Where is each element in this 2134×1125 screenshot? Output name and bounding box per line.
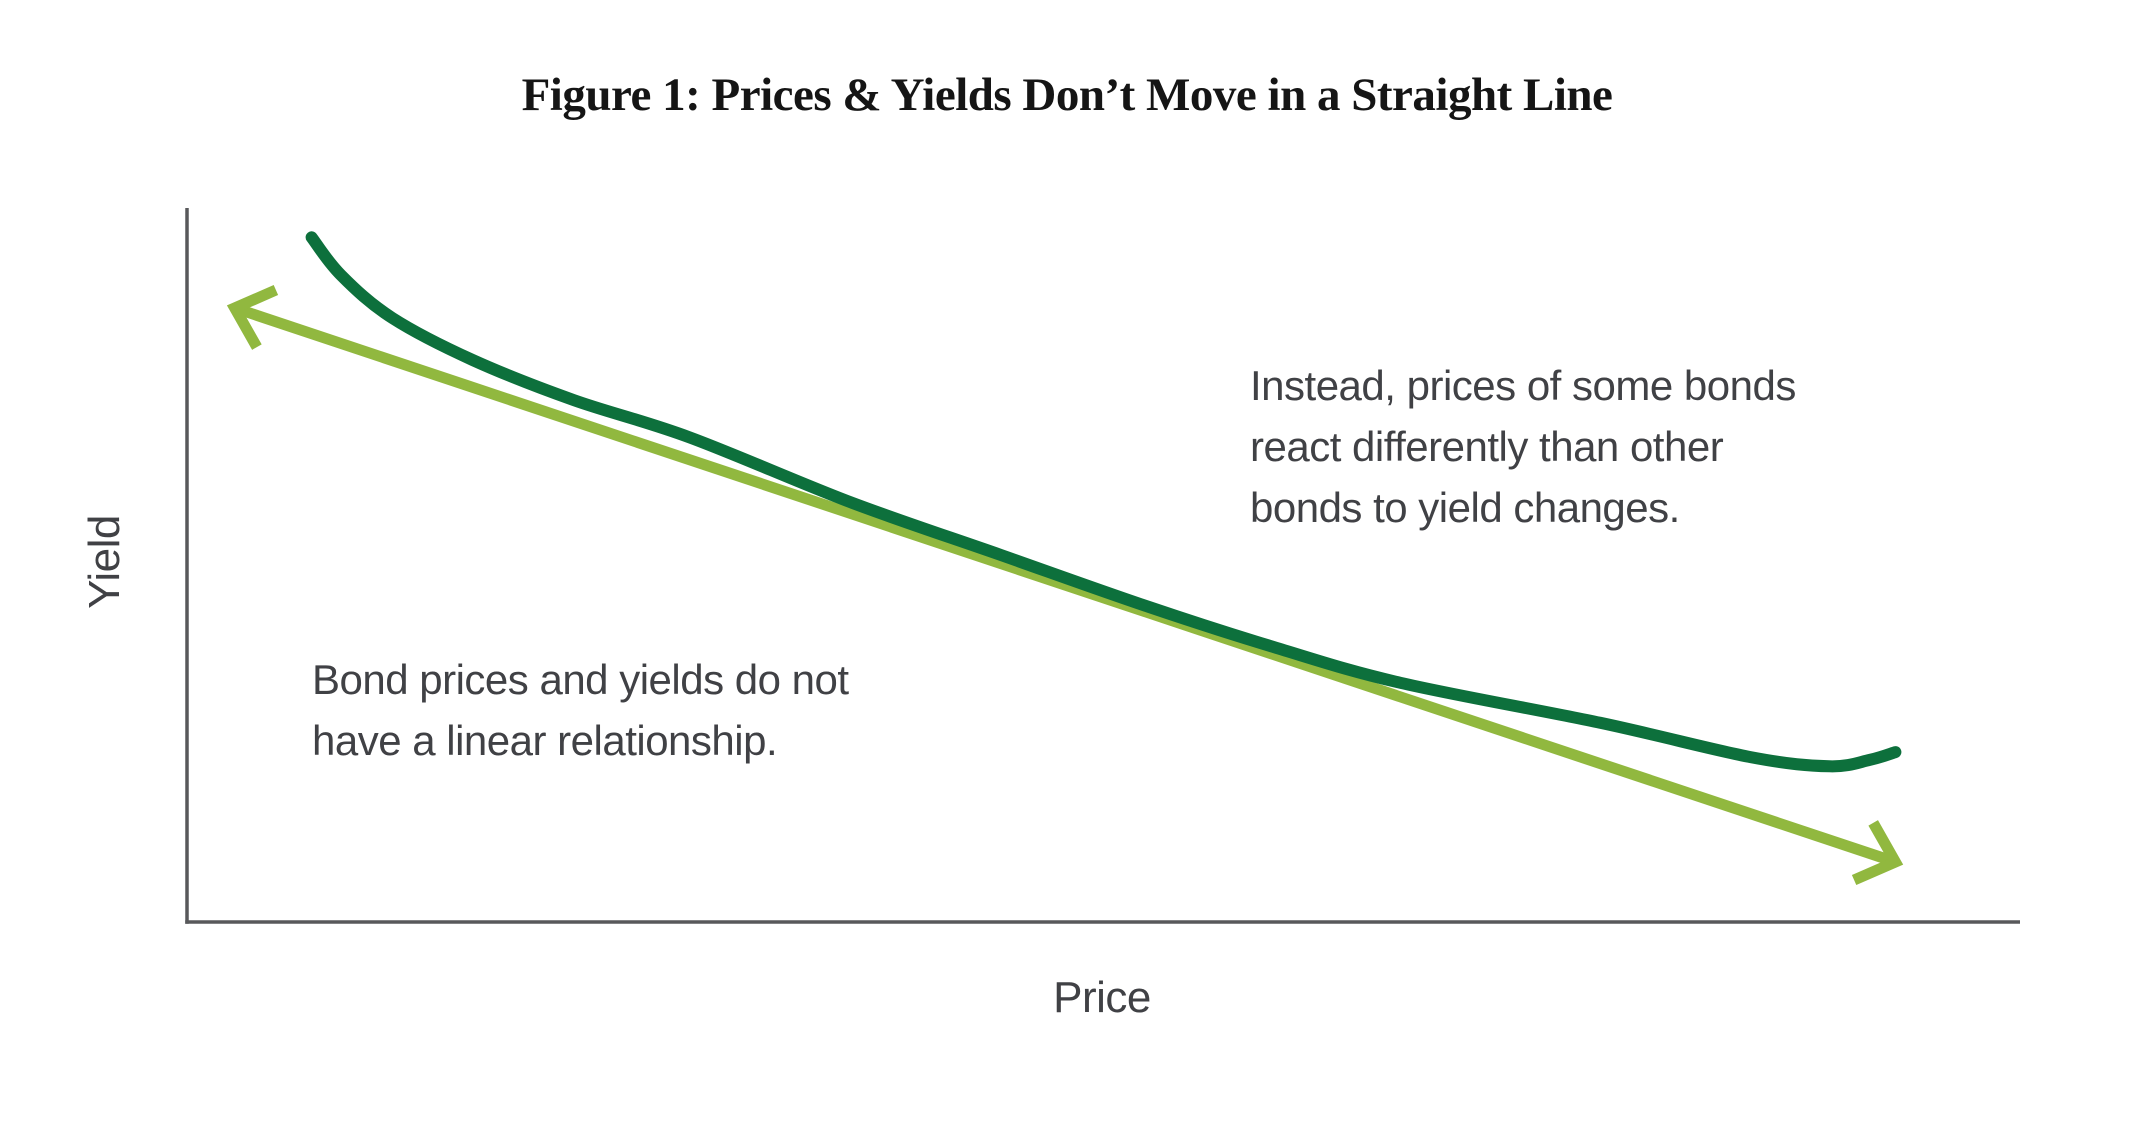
annotation-right-line-1: Instead, prices of some bonds: [1250, 362, 1796, 409]
y-axis-label: Yield: [80, 515, 129, 609]
annotation-left-line-1: Bond prices and yields do not: [312, 656, 849, 703]
tangent-line: [232, 302, 1898, 868]
arrowhead-upper-left: [226, 284, 279, 350]
figure-title: Figure 1: Prices & Yields Don’t Move in …: [521, 69, 1613, 121]
annotation-right-line-2: react differently than other: [1250, 423, 1724, 470]
x-axis-label: Price: [1053, 973, 1151, 1022]
annotation-left: Bond prices and yields do not have a lin…: [312, 649, 849, 771]
annotation-right-line-3: bonds to yield changes.: [1250, 484, 1680, 531]
annotation-right: Instead, prices of some bonds react diff…: [1250, 355, 1796, 538]
arrowhead-lower-right: [1851, 820, 1904, 886]
annotation-left-line-2: have a linear relationship.: [312, 717, 778, 764]
price-yield-curve: [305, 231, 1902, 773]
